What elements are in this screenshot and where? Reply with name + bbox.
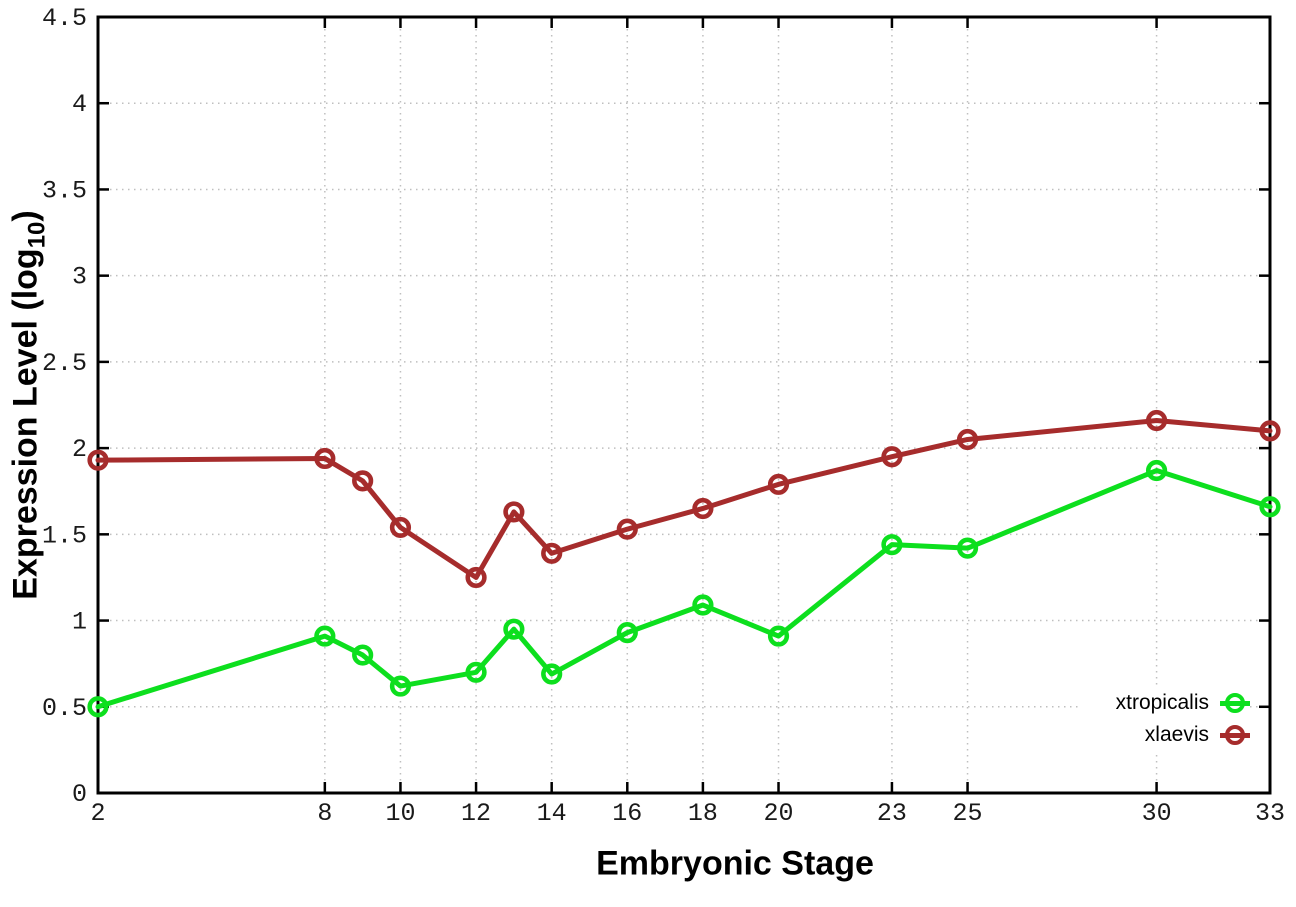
data-point-xtropicalis-stage-8	[314, 625, 336, 647]
x-tick-label: 33	[1255, 799, 1285, 828]
plot-border	[96, 15, 1272, 795]
data-point-xlaevis-stage-30	[1145, 409, 1168, 432]
xlaevis-line-marker-sample	[1220, 723, 1250, 747]
x-tick-label: 18	[688, 799, 718, 828]
x-axis-label: Embryonic Stage	[596, 844, 874, 883]
x-tick-label: 16	[612, 799, 642, 828]
data-point-xlaevis-stage-12	[465, 566, 487, 589]
open-circle-marker-icon	[1225, 693, 1245, 713]
data-point-xtropicalis-stage-10	[389, 675, 412, 697]
data-point-xtropicalis-stage-16	[616, 622, 638, 644]
data-point-xlaevis-stage-18	[692, 497, 714, 520]
series-line-xtropicalis	[95, 468, 1273, 710]
data-point-xlaevis-stage-20	[767, 473, 790, 495]
x-tick-label: 8	[317, 799, 332, 828]
y-tick-label: 1	[72, 608, 87, 637]
data-point-xlaevis-stage-23	[881, 446, 903, 468]
y-tick-label: 1.5	[42, 521, 87, 550]
data-point-xtropicalis-stage-33	[1259, 496, 1281, 518]
x-tick-label: 23	[877, 799, 907, 828]
y-axis-label: Expression Level (log10)	[6, 210, 51, 600]
data-point-xlaevis-stage-2	[87, 449, 109, 471]
legend-label-xlaevis: xlaevis	[1144, 723, 1209, 746]
data-point-xtropicalis-stage-13	[503, 618, 525, 640]
data-point-xtropicalis-stage-20	[767, 625, 790, 647]
open-circle-marker-icon	[1225, 725, 1245, 745]
y-tick-label: 0.5	[42, 694, 87, 723]
data-point-xlaevis-stage-10	[389, 516, 412, 539]
y-tick-label: 2	[72, 435, 87, 464]
y-axis-label-suffix: )	[6, 210, 45, 222]
data-point-xtropicalis-stage-12	[465, 661, 487, 683]
x-tick-label: 20	[764, 799, 794, 828]
data-point-xlaevis-stage-9	[352, 470, 374, 492]
data-point-xlaevis-stage-33	[1259, 420, 1281, 442]
x-tick-label: 14	[537, 799, 567, 828]
x-tick-label: 12	[461, 799, 491, 828]
series-line-xlaevis	[95, 418, 1273, 580]
legend-item-xtropicalis: xtropicalis	[1116, 687, 1250, 719]
data-point-xtropicalis-stage-14	[541, 663, 563, 685]
legend-item-xlaevis: xlaevis	[1116, 719, 1250, 751]
legend-label-xtropicalis: xtropicalis	[1115, 691, 1209, 714]
data-point-xtropicalis-stage-30	[1145, 459, 1168, 482]
x-tick-label: 10	[385, 799, 415, 828]
data-point-xtropicalis-stage-25	[956, 537, 979, 559]
y-tick-label: 4	[72, 90, 87, 119]
x-tick-label: 30	[1142, 799, 1172, 828]
y-tick-label: 3.5	[42, 176, 87, 205]
x-tick-label: 2	[90, 799, 105, 828]
data-point-xlaevis-stage-16	[616, 518, 638, 540]
y-axis-label-text: Expression Level (log	[6, 248, 45, 600]
data-point-xlaevis-stage-8	[314, 447, 336, 470]
y-tick-label: 0	[72, 780, 87, 809]
data-point-xtropicalis-stage-23	[881, 534, 903, 556]
y-tick-label: 2.5	[42, 349, 87, 378]
data-point-xtropicalis-stage-18	[692, 594, 714, 616]
data-point-xtropicalis-stage-9	[352, 644, 374, 666]
data-point-xlaevis-stage-13	[503, 501, 525, 523]
y-tick-label: 3	[72, 263, 87, 292]
x-tick-label: 25	[953, 799, 983, 828]
y-axis-label-subscript: 10	[23, 221, 51, 249]
data-point-xtropicalis-stage-2	[87, 696, 109, 718]
data-point-xlaevis-stage-14	[541, 542, 563, 564]
y-tick-label: 4.5	[42, 4, 87, 33]
xtropicalis-line-marker-sample	[1220, 691, 1250, 715]
data-point-xlaevis-stage-25	[956, 428, 979, 451]
legend: xtropicalis xlaevis	[1081, 685, 1250, 753]
